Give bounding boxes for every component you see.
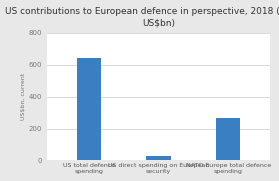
Bar xyxy=(146,156,171,161)
Y-axis label: US$bn, current: US$bn, current xyxy=(21,73,26,120)
Bar xyxy=(216,118,240,161)
Bar xyxy=(77,58,101,161)
Title: US contributions to European defence in perspective, 2018 (current
US$bn): US contributions to European defence in … xyxy=(5,7,279,28)
